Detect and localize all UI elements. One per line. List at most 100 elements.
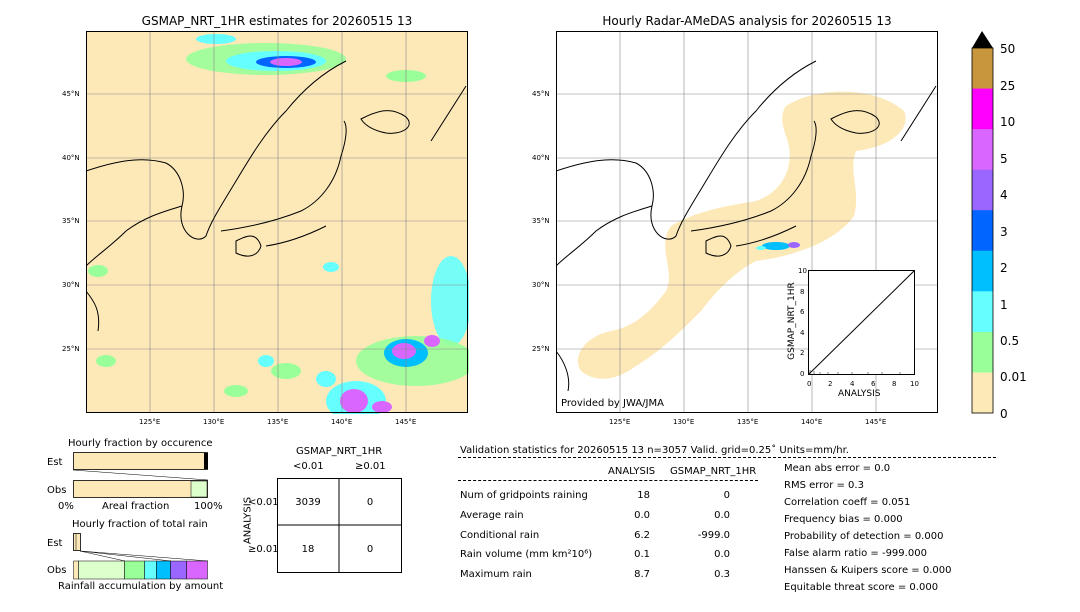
colorbar-segment (972, 170, 993, 211)
total-rain-obs-3 (145, 561, 157, 579)
left-lat-label-35: 35°N (62, 217, 80, 225)
validation-row-label-1: Average rain (460, 510, 524, 521)
right-lon-label-140: 140°E (801, 418, 822, 426)
occurrence-title: Hourly fraction by occurence (68, 438, 212, 449)
colorbar-extend-arrow (972, 31, 993, 48)
total-rain-obs-2 (125, 561, 145, 579)
contingency-grid (277, 478, 403, 574)
right-lat-label-45: 45°N (532, 90, 550, 98)
colorbar-label-4: 4 (1000, 188, 1008, 202)
left-lat-label-30: 30°N (62, 281, 80, 289)
occurrence-bar-obs (74, 481, 208, 498)
inset-xtick-10: 10 (910, 380, 919, 388)
scatter-inset (808, 270, 916, 376)
inset-xtick-6: 6 (871, 380, 875, 388)
inset-xtick-4: 4 (850, 380, 854, 388)
inset-ytick-10: 10 (798, 267, 807, 275)
inset-xlabel: ANALYSIS (838, 389, 880, 399)
total-rain-obs-1 (79, 561, 125, 579)
total-rain-obs-4 (157, 561, 171, 579)
occurrence-axis-left: 0% (58, 501, 74, 512)
right-lon-label-145: 145°E (865, 418, 886, 426)
score-frequency-bias: Frequency bias = 0.000 (784, 514, 903, 525)
colorbar-label-50: 50 (1000, 42, 1015, 56)
occurrence-bar-est-marker (204, 453, 208, 469)
colorbar-segment (972, 89, 993, 130)
occurrence-row-obs: Obs (47, 485, 66, 496)
score-mae: Mean abs error = 0.0 (784, 463, 890, 474)
validation-row-analysis-2: 6.2 (600, 530, 650, 541)
colorbar-label-1: 1 (1000, 298, 1008, 312)
occurrence-bar-obs-rain (191, 481, 207, 497)
validation-row-analysis-1: 0.0 (600, 510, 650, 521)
left-lon-label-135: 135°E (267, 418, 288, 426)
validation-row-label-3: Rain volume (mm km²10⁶) (460, 549, 592, 560)
total-rain-bars (73, 533, 210, 581)
left-lon-label-145: 145°E (395, 418, 416, 426)
colorbar-label-0p01: 0.01 (1000, 370, 1027, 384)
left-lat-label-25: 25°N (62, 345, 80, 353)
validation-row-label-0: Num of gridpoints raining (460, 490, 588, 501)
validation-row-gsmap-3: 0.0 (660, 549, 730, 560)
left-lat-label-45: 45°N (62, 90, 80, 98)
contingency-col-ge: ≥0.01 (355, 461, 386, 472)
validation-divider (458, 457, 996, 458)
right-lat-label-25: 25°N (532, 345, 550, 353)
inset-xtick-0: 0 (807, 380, 811, 388)
right-map-credit: Provided by JWA/JMA (561, 398, 664, 409)
validation-col-gsmap: GSMAP_NRT_1HR (670, 466, 756, 477)
inset-ytick-2: 2 (800, 349, 804, 357)
occurrence-axis-mid: Areal fraction (102, 501, 169, 512)
score-far: False alarm ratio = -999.000 (784, 548, 927, 559)
total-rain-obs-6 (187, 561, 208, 579)
total-rain-connector (80, 551, 208, 561)
colorbar (970, 30, 996, 416)
contingency-cell-01: 0 (339, 497, 401, 508)
total-rain-bar-est (74, 534, 81, 551)
total-rain-title: Hourly fraction of total rain (72, 519, 208, 530)
inset-xtick-8: 8 (892, 380, 896, 388)
left-lat-label-40: 40°N (62, 154, 80, 162)
colorbar-segment (972, 291, 993, 332)
validation-row-gsmap-4: 0.3 (660, 569, 730, 580)
inset-xtick-2: 2 (828, 380, 832, 388)
inset-ytick-6: 6 (800, 308, 804, 316)
right-lon-label-130: 130°E (673, 418, 694, 426)
right-lon-label-125: 125°E (609, 418, 630, 426)
total-rain-row-obs: Obs (47, 565, 66, 576)
contingency-title: GSMAP_NRT_1HR (296, 446, 382, 457)
validation-col-analysis: ANALYSIS (608, 466, 655, 477)
score-ets: Equitable threat score = 0.000 (784, 582, 938, 593)
contingency-cell-00: 3039 (277, 497, 339, 508)
right-lon-label-135: 135°E (737, 418, 758, 426)
left-lon-label-130: 130°E (203, 418, 224, 426)
contingency-col-lt: <0.01 (293, 461, 324, 472)
occurrence-axis-right: 100% (194, 501, 223, 512)
validation-header: Validation statistics for 20260515 13 n=… (460, 445, 849, 456)
colorbar-label-2: 2 (1000, 261, 1008, 275)
contingency-row-ge: ≥0.01 (248, 544, 279, 555)
contingency-cell-10: 18 (277, 544, 339, 555)
validation-row-gsmap-1: 0.0 (660, 510, 730, 521)
score-correlation: Correlation coeff = 0.051 (784, 497, 910, 508)
total-rain-obs-0 (74, 561, 79, 579)
validation-row-gsmap-2: -999.0 (660, 530, 730, 541)
validation-row-label-4: Maximum rain (460, 569, 532, 580)
occurrence-bar-est (74, 453, 208, 470)
validation-row-label-2: Conditional rain (460, 530, 539, 541)
colorbar-label-5: 5 (1000, 152, 1008, 166)
score-rmse: RMS error = 0.3 (784, 480, 864, 491)
validation-col-divider (458, 480, 758, 481)
total-rain-footer: Rainfall accumulation by amount (58, 581, 223, 592)
validation-row-analysis-4: 8.7 (600, 569, 650, 580)
validation-row-analysis-3: 0.1 (600, 549, 650, 560)
occurrence-connector (73, 470, 208, 480)
occurrence-row-est: Est (47, 457, 62, 468)
colorbar-segment (972, 129, 993, 170)
inset-ytick-0: 0 (800, 370, 804, 378)
colorbar-segments (972, 48, 993, 414)
colorbar-segment (972, 251, 993, 292)
contingency-cell-11: 0 (339, 544, 401, 555)
right-lat-label-40: 40°N (532, 154, 550, 162)
validation-row-gsmap-0: 0 (660, 490, 730, 501)
